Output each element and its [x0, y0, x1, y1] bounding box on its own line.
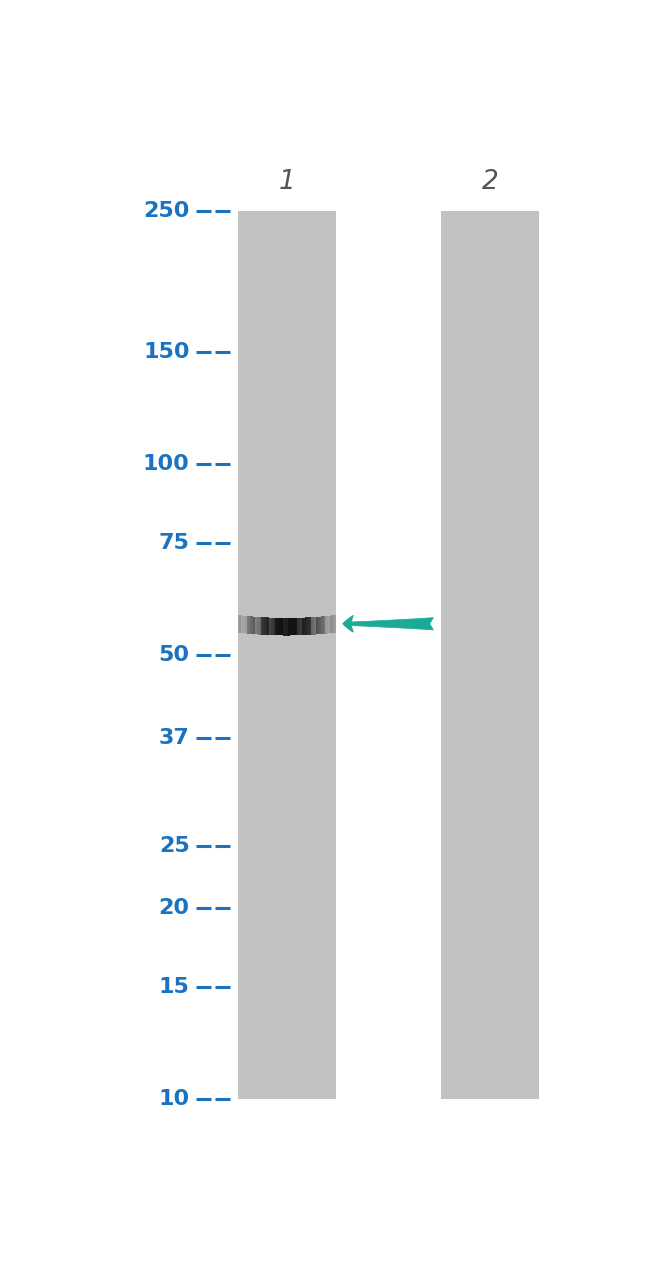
- Text: 20: 20: [159, 898, 190, 918]
- Text: 250: 250: [143, 201, 190, 221]
- Text: 1: 1: [278, 169, 295, 194]
- Text: 75: 75: [159, 533, 190, 554]
- Text: 10: 10: [159, 1088, 190, 1109]
- Text: 15: 15: [159, 977, 190, 997]
- Text: 37: 37: [159, 728, 190, 748]
- Text: 25: 25: [159, 836, 190, 856]
- Text: 100: 100: [143, 453, 190, 474]
- Text: 2: 2: [482, 169, 499, 194]
- Text: 150: 150: [143, 342, 190, 362]
- Bar: [238, 211, 336, 1099]
- Text: 50: 50: [159, 645, 190, 665]
- Bar: [441, 211, 540, 1099]
